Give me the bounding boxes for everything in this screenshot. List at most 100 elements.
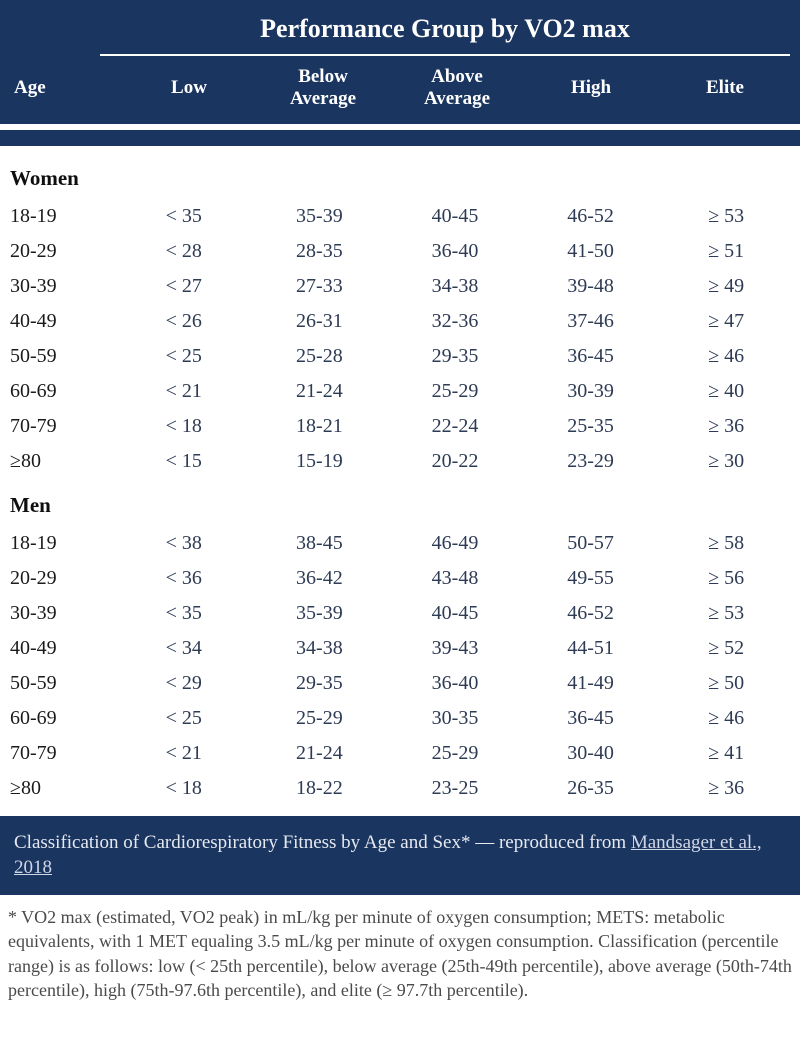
high-cell: 46-52 [523, 602, 659, 625]
high-cell: 49-55 [523, 567, 659, 590]
low-cell: < 25 [116, 707, 252, 730]
above-average-cell: 25-29 [387, 380, 523, 403]
elite-cell: ≥ 40 [658, 380, 794, 403]
low-cell: < 35 [116, 602, 252, 625]
age-cell: 50-59 [6, 672, 116, 695]
high-cell: 25-35 [523, 415, 659, 438]
above-average-cell: 34-38 [387, 275, 523, 298]
low-cell: < 15 [116, 450, 252, 473]
age-cell: 60-69 [6, 380, 116, 403]
elite-cell: ≥ 58 [658, 532, 794, 555]
high-cell: 41-49 [523, 672, 659, 695]
below-average-cell: 27-33 [252, 275, 388, 298]
high-cell: 26-35 [523, 777, 659, 800]
below-average-cell: 18-22 [252, 777, 388, 800]
table-row: 20-29< 3636-4243-4849-55≥ 56 [6, 561, 794, 596]
elite-cell: ≥ 53 [658, 602, 794, 625]
above-average-cell: 36-40 [387, 672, 523, 695]
low-cell: < 29 [116, 672, 252, 695]
age-cell: ≥80 [6, 450, 116, 473]
below-average-cell: 28-35 [252, 240, 388, 263]
elite-cell: ≥ 36 [658, 415, 794, 438]
caption-band: Classification of Cardiorespiratory Fitn… [0, 816, 800, 895]
high-cell: 46-52 [523, 205, 659, 228]
table-row: 70-79< 1818-2122-2425-35≥ 36 [6, 409, 794, 444]
low-cell: < 34 [116, 637, 252, 660]
caption-text: Classification of Cardiorespiratory Fitn… [14, 832, 631, 853]
age-cell: 50-59 [6, 345, 116, 368]
col-low: Low [124, 77, 254, 99]
section-label: Women [6, 152, 794, 199]
age-cell: 60-69 [6, 707, 116, 730]
table-row: 30-39< 2727-3334-3839-48≥ 49 [6, 269, 794, 304]
age-cell: 70-79 [6, 742, 116, 765]
elite-cell: ≥ 30 [658, 450, 794, 473]
above-average-cell: 40-45 [387, 602, 523, 625]
low-cell: < 26 [116, 310, 252, 333]
below-average-cell: 38-45 [252, 532, 388, 555]
low-cell: < 38 [116, 532, 252, 555]
high-cell: 39-48 [523, 275, 659, 298]
table-row: 40-49< 2626-3132-3637-46≥ 47 [6, 304, 794, 339]
table-row: 18-19< 3838-4546-4950-57≥ 58 [6, 526, 794, 561]
elite-cell: ≥ 46 [658, 707, 794, 730]
elite-cell: ≥ 46 [658, 345, 794, 368]
table-row: 60-69< 2121-2425-2930-39≥ 40 [6, 374, 794, 409]
low-cell: < 21 [116, 380, 252, 403]
low-cell: < 35 [116, 205, 252, 228]
below-average-cell: 25-28 [252, 345, 388, 368]
low-cell: < 36 [116, 567, 252, 590]
low-cell: < 21 [116, 742, 252, 765]
elite-cell: ≥ 56 [658, 567, 794, 590]
age-cell: 18-19 [6, 532, 116, 555]
above-average-cell: 23-25 [387, 777, 523, 800]
above-average-cell: 40-45 [387, 205, 523, 228]
age-cell: 40-49 [6, 637, 116, 660]
header-title: Performance Group by VO2 max [100, 8, 790, 54]
above-average-cell: 36-40 [387, 240, 523, 263]
elite-cell: ≥ 49 [658, 275, 794, 298]
col-below-average: BelowAverage [258, 66, 388, 110]
above-average-cell: 39-43 [387, 637, 523, 660]
table-body: Women18-19< 3535-3940-4546-52≥ 5320-29< … [0, 146, 800, 816]
high-cell: 30-40 [523, 742, 659, 765]
col-elite: Elite [660, 77, 790, 99]
above-average-cell: 22-24 [387, 415, 523, 438]
footnote-text: * VO2 max (estimated, VO2 peak) in mL/kg… [0, 895, 800, 1020]
below-average-cell: 25-29 [252, 707, 388, 730]
table-row: ≥80< 1818-2223-2526-35≥ 36 [6, 771, 794, 806]
elite-cell: ≥ 50 [658, 672, 794, 695]
above-average-cell: 46-49 [387, 532, 523, 555]
table-row: 30-39< 3535-3940-4546-52≥ 53 [6, 596, 794, 631]
table-row: 50-59< 2929-3536-4041-49≥ 50 [6, 666, 794, 701]
below-average-cell: 15-19 [252, 450, 388, 473]
table-row: 20-29< 2828-3536-4041-50≥ 51 [6, 234, 794, 269]
below-average-cell: 34-38 [252, 637, 388, 660]
below-average-cell: 21-24 [252, 380, 388, 403]
low-cell: < 18 [116, 415, 252, 438]
col-above-average: AboveAverage [392, 66, 522, 110]
age-cell: 30-39 [6, 602, 116, 625]
table-row: 18-19< 3535-3940-4546-52≥ 53 [6, 199, 794, 234]
high-cell: 50-57 [523, 532, 659, 555]
above-average-cell: 29-35 [387, 345, 523, 368]
table-row: 40-49< 3434-3839-4344-51≥ 52 [6, 631, 794, 666]
below-average-cell: 35-39 [252, 205, 388, 228]
high-cell: 30-39 [523, 380, 659, 403]
below-average-cell: 36-42 [252, 567, 388, 590]
age-cell: 30-39 [6, 275, 116, 298]
age-cell: 20-29 [6, 240, 116, 263]
elite-cell: ≥ 41 [658, 742, 794, 765]
below-average-cell: 18-21 [252, 415, 388, 438]
age-cell: 40-49 [6, 310, 116, 333]
header-spacer-bar [0, 130, 800, 146]
low-cell: < 27 [116, 275, 252, 298]
elite-cell: ≥ 53 [658, 205, 794, 228]
table-row: ≥80< 1515-1920-2223-29≥ 30 [6, 444, 794, 479]
age-cell: 20-29 [6, 567, 116, 590]
below-average-cell: 35-39 [252, 602, 388, 625]
elite-cell: ≥ 47 [658, 310, 794, 333]
above-average-cell: 25-29 [387, 742, 523, 765]
vo2max-table-card: Performance Group by VO2 max Age Low Bel… [0, 0, 800, 1020]
elite-cell: ≥ 36 [658, 777, 794, 800]
